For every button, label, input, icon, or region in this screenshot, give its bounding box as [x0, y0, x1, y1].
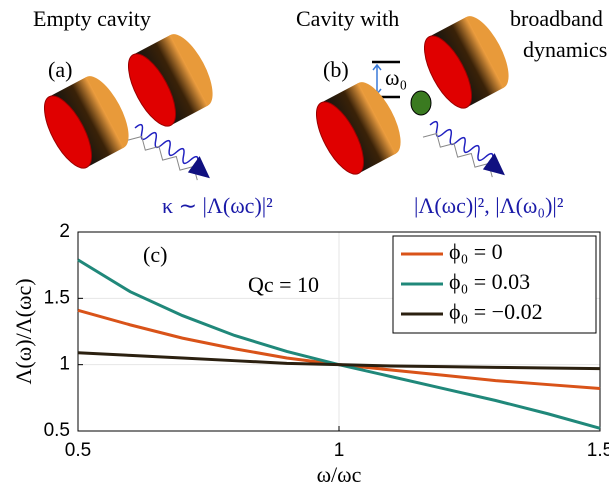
legend-label: ϕ₀ = 0.03: [449, 269, 530, 294]
formula: κ ∼ |Λ(ωc)|²: [162, 193, 273, 218]
x-tick-label: 0.5: [65, 440, 91, 461]
legend-label: ϕ₀ = −0.02: [449, 299, 543, 324]
y-tick-label: 2: [59, 221, 70, 242]
x-tick-label: 1: [334, 440, 345, 461]
legend-label: ϕ₀ = 0: [449, 239, 503, 264]
y-tick-label: 0.5: [44, 420, 70, 441]
panel-title: dynamics: [523, 37, 607, 62]
emitter: [410, 90, 432, 116]
mirror: [34, 68, 139, 176]
panel-title: Cavity with: [296, 6, 399, 31]
panel-label: (b): [323, 57, 349, 82]
level-label: ω₀: [385, 65, 407, 90]
annotation: Qc = 10: [248, 272, 319, 297]
y-tick-label: 1: [59, 354, 70, 375]
chart: 0.5 1 1.5 2 0.5 1 1.5 (c) Qc = 10 ω/ωc Λ(ω)/Λ(ωc) ϕ…: [11, 221, 609, 487]
photon: [422, 117, 513, 183]
panel-label: (c): [143, 242, 167, 267]
x-tick-label: 1.5: [587, 440, 609, 461]
panel-label: (a): [48, 57, 72, 82]
line: [77, 351, 601, 371]
panel-title: broadband: [510, 6, 603, 31]
mirror: [118, 26, 223, 134]
y-tick-label: 1.5: [44, 287, 70, 308]
panel-title: Empty cavity: [33, 6, 151, 31]
photon: [127, 120, 218, 186]
plot-frame: [77, 231, 601, 432]
formula: |Λ(ωc)|², |Λ(ω₀)|²: [414, 193, 564, 218]
y-axis-label: Λ(ω)/Λ(ωc): [11, 278, 36, 384]
mirror: [306, 74, 411, 182]
x-axis-label: ω/ωc: [317, 462, 362, 487]
